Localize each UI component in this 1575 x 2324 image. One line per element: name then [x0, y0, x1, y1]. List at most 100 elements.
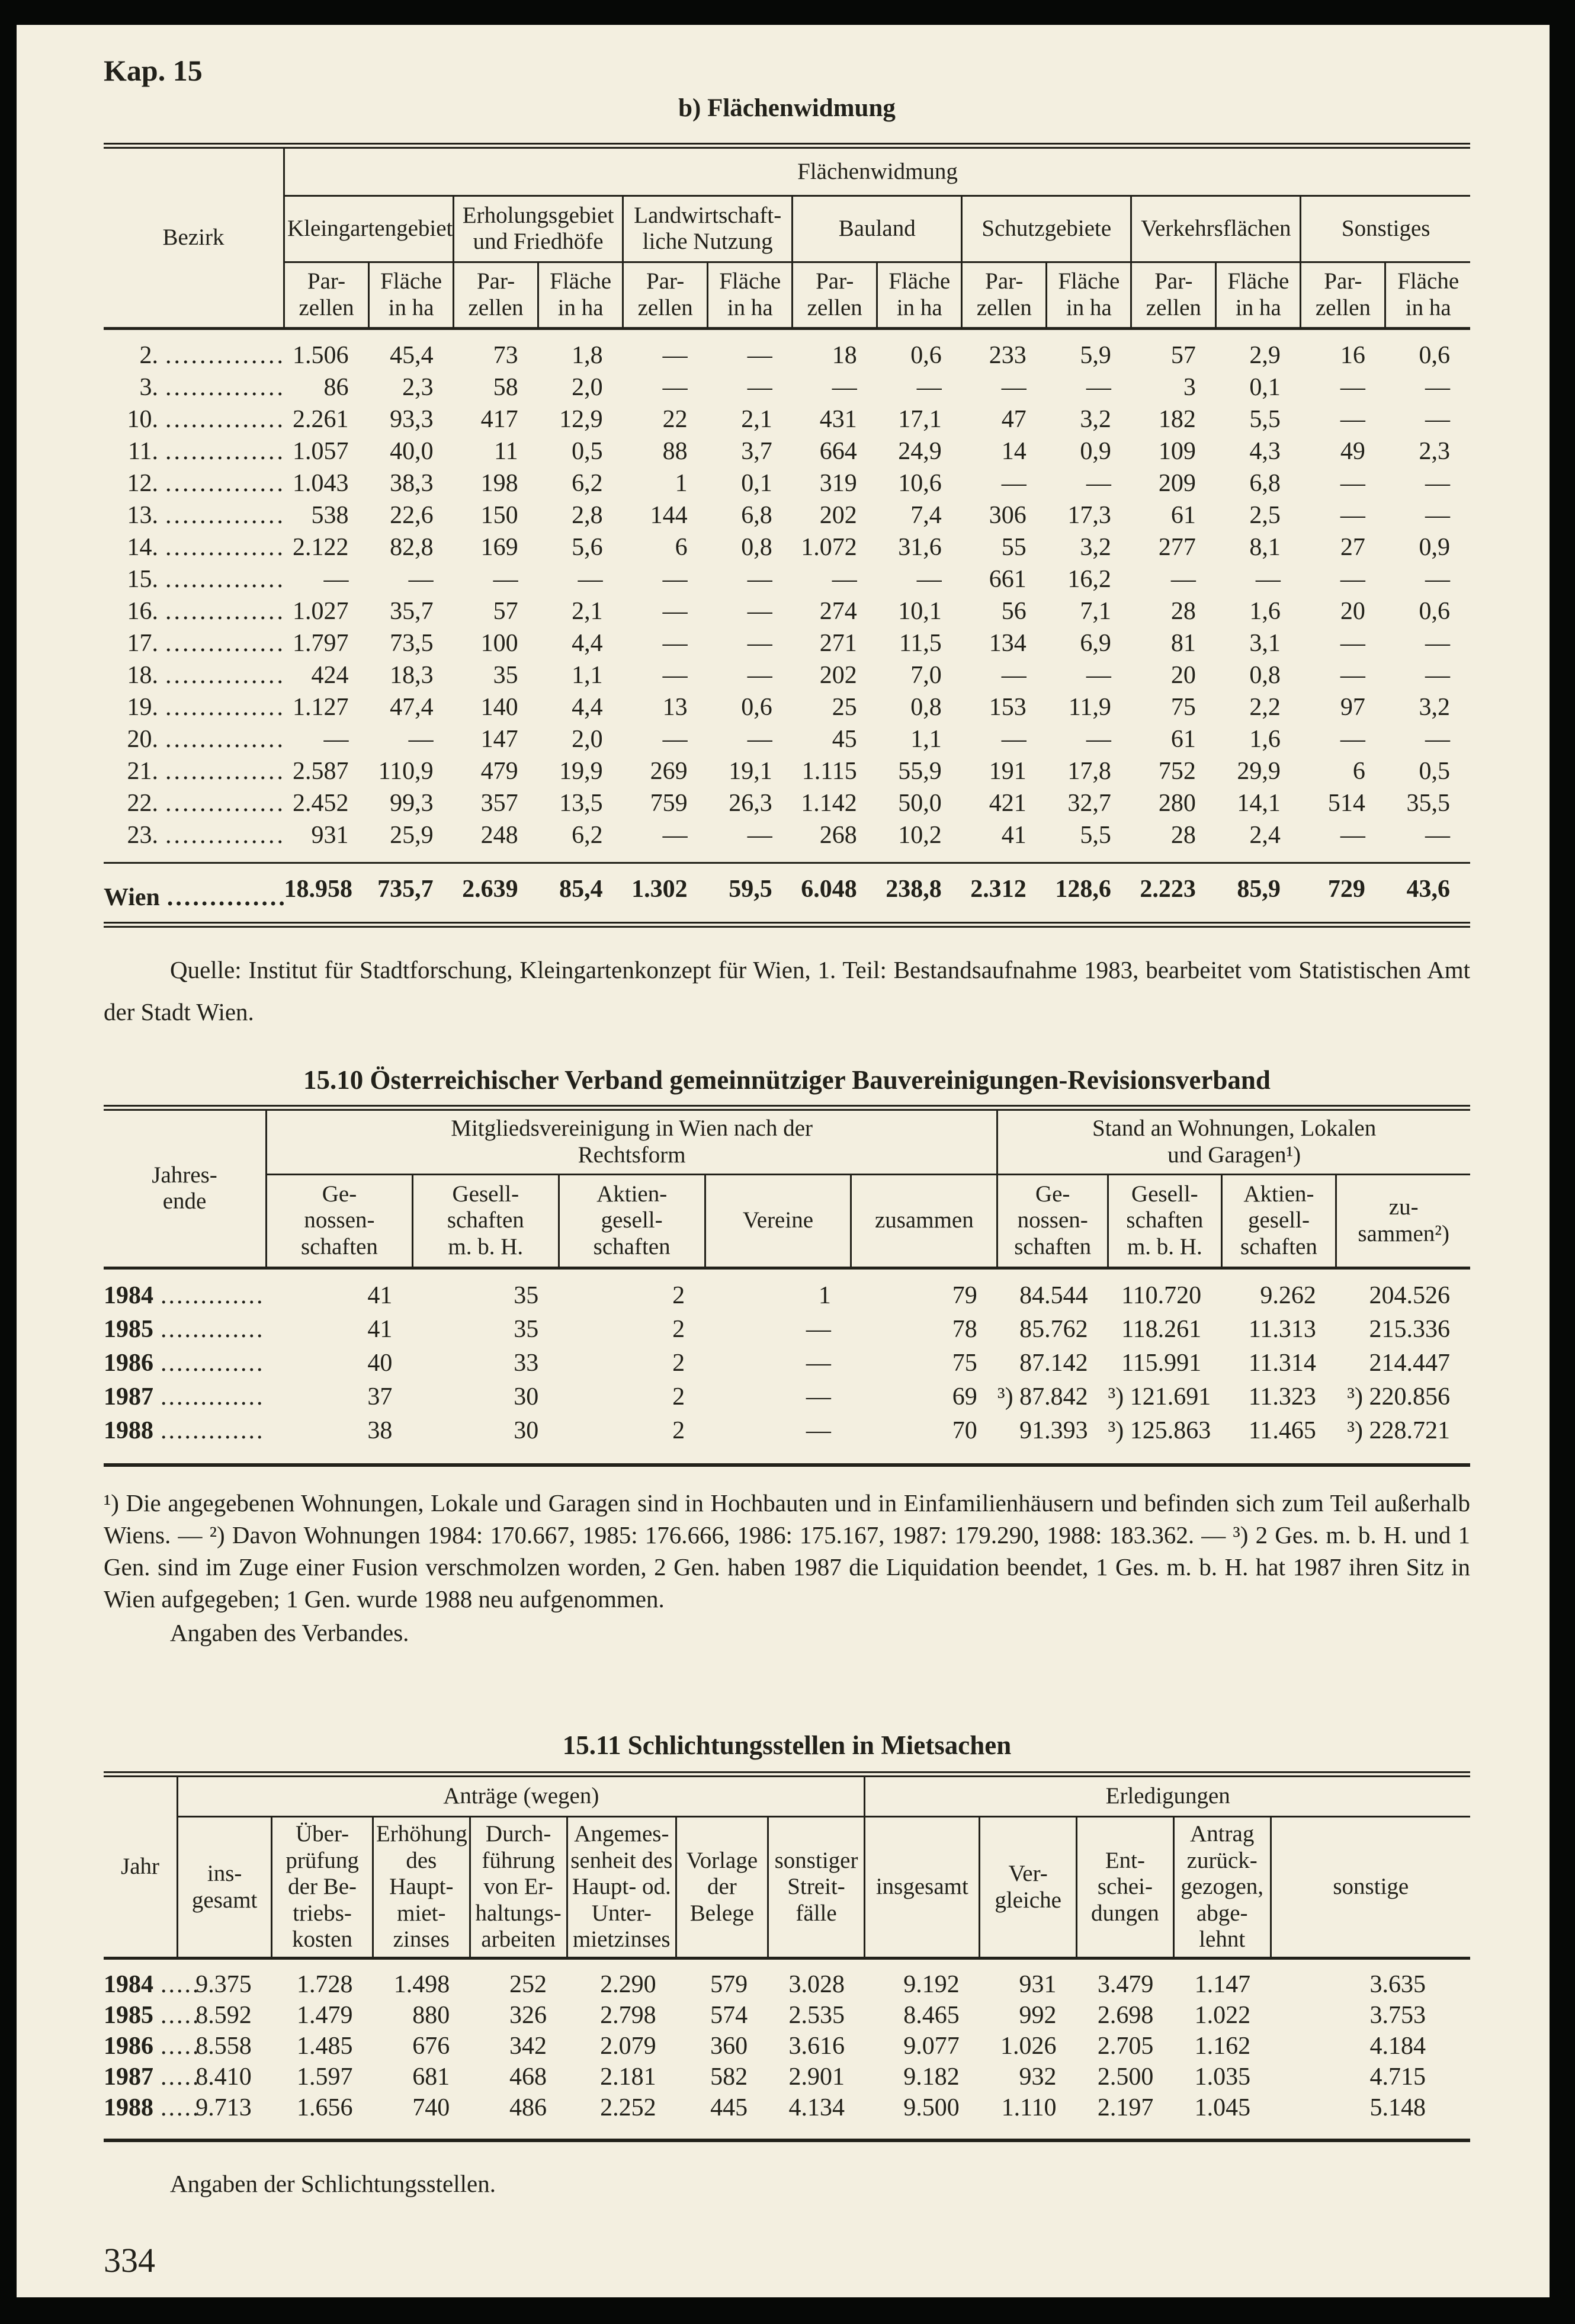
- table-row: 18.................. 424 18,3 35 1,1 — —…: [104, 659, 1470, 691]
- row-label: 1987.............: [104, 1380, 267, 1414]
- value-cell: 0,6: [1419, 341, 1451, 369]
- value-cell: 88: [662, 437, 688, 465]
- year-label: 1988: [104, 1417, 153, 1444]
- value-cell: —: [1425, 661, 1450, 689]
- col-header-parzellen: Par- zellen: [961, 262, 1048, 330]
- row-label: 16..................: [104, 595, 284, 627]
- value-cell: 5,9: [1080, 341, 1111, 369]
- value-cell: 752: [1158, 757, 1196, 785]
- table-row: 1988............. 38 30 2 — 70 91.393 ³)…: [104, 1414, 1470, 1465]
- table-row: 10.................. 2.261 93,3 417 12,9…: [104, 403, 1470, 435]
- value-cell: 2.252: [600, 2094, 656, 2121]
- value-cell: 6,2: [572, 469, 603, 497]
- value-cell: 1.597: [296, 2063, 353, 2091]
- group-header-antraege: Anträge (wegen): [177, 1774, 866, 1818]
- value-cell: 49: [1340, 437, 1365, 465]
- value-cell: 0,6: [741, 693, 772, 721]
- value-cell: 2.901: [788, 2063, 845, 2091]
- value-cell: 209: [1158, 469, 1196, 497]
- value-cell: 0,6: [910, 341, 942, 369]
- leader-dots: .............: [161, 1316, 265, 1343]
- value-cell: —: [806, 1316, 831, 1343]
- leader-dots: .....: [161, 2094, 201, 2121]
- value-cell: ³) 228.721: [1347, 1417, 1450, 1444]
- value-cell: 1.656: [296, 2094, 353, 2121]
- value-cell: 1.797: [293, 629, 349, 657]
- value-cell: 306: [989, 501, 1027, 529]
- value-cell: 514: [1327, 789, 1365, 817]
- value-cell: —: [1001, 725, 1027, 753]
- row-label: 1988.............: [104, 1414, 267, 1465]
- schlichtungsstellen-table: Jahr Anträge (wegen) Erledigungen ins- g…: [104, 1771, 1470, 2142]
- col-header-angemessenheit-mietzins: Angemes- senheit des Haupt- od. Unter- m…: [567, 1816, 678, 1960]
- total-cell: 735,7: [368, 861, 454, 925]
- value-cell: —: [1001, 373, 1027, 401]
- value-cell: —: [1086, 373, 1111, 401]
- bauvereinigungen-table: Jahres- ende Mitgliedsvereinigung in Wie…: [104, 1105, 1470, 1467]
- value-cell: 1.026: [1000, 2032, 1057, 2060]
- value-cell: 85.762: [1019, 1316, 1088, 1343]
- col-header-genossenschaften: Ge- nossen- schaften: [266, 1174, 413, 1270]
- value-cell: —: [832, 373, 857, 401]
- value-cell: 87.142: [1019, 1349, 1088, 1377]
- value-cell: ³) 125.863: [1108, 1417, 1211, 1444]
- row-label: 2..................: [104, 328, 284, 371]
- value-cell: 75: [1170, 693, 1196, 721]
- value-cell: —: [806, 1349, 831, 1377]
- value-cell: 1.045: [1194, 2094, 1251, 2121]
- value-cell: 35: [493, 661, 518, 689]
- value-cell: 11.314: [1248, 1349, 1316, 1377]
- value-cell: 2.452: [293, 789, 349, 817]
- value-cell: 84.544: [1019, 1282, 1088, 1309]
- table-row: 1987............. 37 30 2 — 69 ³) 87.842…: [104, 1380, 1470, 1414]
- col-header-jahresende: Jahres- ende: [104, 1108, 268, 1270]
- group-header-flaechenwidmung: Flächenwidmung: [284, 146, 1470, 197]
- table2-body: 1984............. 41 35 2 1 79 84.544 11…: [104, 1268, 1470, 1465]
- row-label: 1987.....: [104, 2062, 199, 2092]
- value-cell: 86: [323, 373, 349, 401]
- value-cell: 1.027: [293, 597, 349, 625]
- bezirk-number: 22.: [127, 789, 159, 817]
- value-cell: 28: [1170, 597, 1196, 625]
- value-cell: —: [662, 373, 688, 401]
- value-cell: 11,5: [899, 629, 942, 657]
- value-cell: —: [493, 565, 518, 593]
- value-cell: 41: [367, 1316, 393, 1343]
- total-cell: 729: [1300, 861, 1385, 925]
- value-cell: 13,5: [559, 789, 603, 817]
- value-cell: 9.262: [1260, 1282, 1316, 1309]
- value-cell: 2,3: [402, 373, 434, 401]
- value-cell: —: [662, 629, 688, 657]
- value-cell: 5.148: [1369, 2094, 1426, 2121]
- value-cell: 3: [1183, 373, 1196, 401]
- value-cell: 18: [832, 341, 857, 369]
- value-cell: 38: [367, 1417, 393, 1444]
- value-cell: 1.115: [801, 757, 857, 785]
- col-header-parzellen: Par- zellen: [1131, 262, 1217, 330]
- value-cell: —: [832, 565, 857, 593]
- value-cell: —: [1086, 725, 1111, 753]
- value-cell: 12,9: [559, 405, 603, 433]
- row-label: 22..................: [104, 787, 284, 819]
- total-cell: 2.312: [961, 861, 1047, 925]
- row-label: 18..................: [104, 659, 284, 691]
- value-cell: 3.616: [788, 2032, 845, 2060]
- value-cell: 3,1: [1249, 629, 1281, 657]
- value-cell: —: [1340, 629, 1365, 657]
- col-header-gesellschaften: Gesell- schaften m. b. H.: [1108, 1174, 1223, 1270]
- value-cell: 69: [952, 1383, 977, 1411]
- value-cell: —: [1340, 373, 1365, 401]
- value-cell: 360: [710, 2032, 748, 2060]
- value-cell: 421: [989, 789, 1027, 817]
- row-label: 1986.............: [104, 1347, 267, 1380]
- value-cell: —: [1340, 661, 1365, 689]
- group-header-mitgliedsvereinigung: Mitgliedsvereinigung in Wien nach der Re…: [266, 1108, 999, 1175]
- group-header-schutzgebiete: Schutzgebiete: [961, 195, 1133, 263]
- value-cell: 11,9: [1068, 693, 1111, 721]
- group-header-erledigungen: Erledigungen: [864, 1774, 1470, 1818]
- col-header-vergleiche: Ver- gleiche: [979, 1816, 1078, 1960]
- total-cell: 238,8: [877, 861, 962, 925]
- value-cell: —: [1001, 661, 1027, 689]
- leader-dots: .................: [165, 501, 284, 529]
- value-cell: 579: [710, 1970, 748, 1998]
